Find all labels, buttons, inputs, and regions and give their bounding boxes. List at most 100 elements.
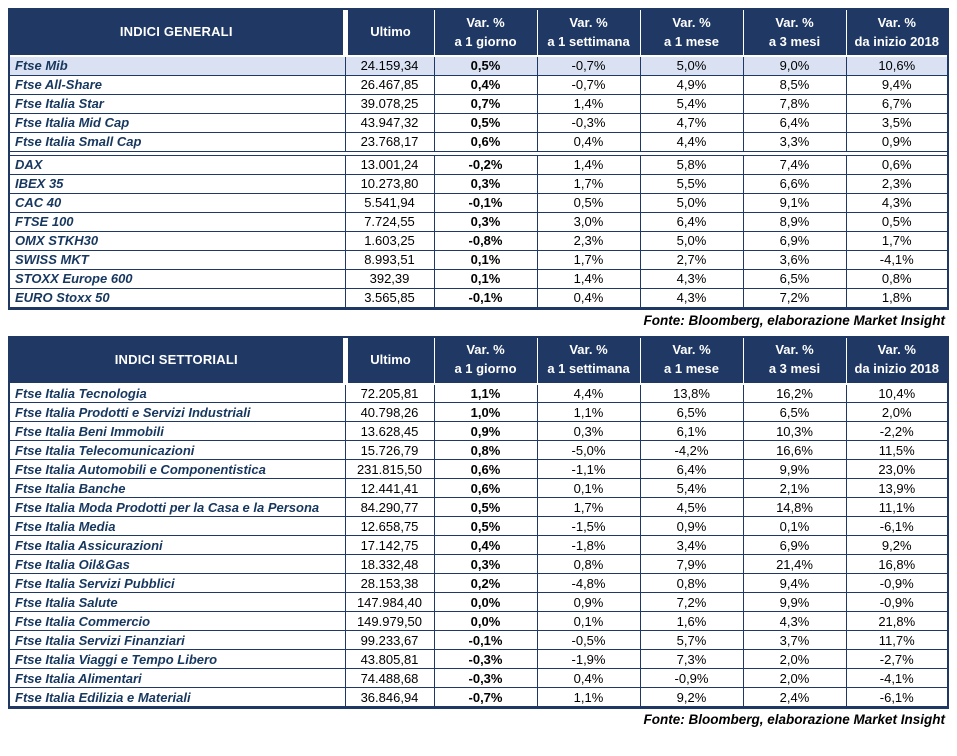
index-name: SWISS MKT bbox=[10, 249, 346, 270]
var-value: -0,9% bbox=[845, 592, 947, 612]
var-value: 2,0% bbox=[742, 668, 847, 688]
var-value: 6,5% bbox=[742, 402, 847, 422]
ultimo-value: 74.488,68 bbox=[344, 668, 435, 688]
var-value: 13,9% bbox=[845, 478, 947, 498]
var-value: 5,0% bbox=[639, 55, 744, 76]
var-value: 0,3% bbox=[433, 554, 538, 574]
var-value: 9,1% bbox=[742, 192, 847, 213]
var-value: 4,3% bbox=[639, 268, 744, 289]
ultimo-value: 8.993,51 bbox=[344, 249, 435, 270]
var-value: -0,5% bbox=[536, 630, 641, 650]
index-name: Ftse Italia Commercio bbox=[10, 611, 346, 631]
ultimo-value: 72.205,81 bbox=[344, 383, 435, 403]
ultimo-value: 18.332,48 bbox=[344, 554, 435, 574]
var-value: 4,9% bbox=[639, 74, 744, 95]
ultimo-value: 23.768,17 bbox=[344, 131, 435, 152]
var-value: 21,8% bbox=[845, 611, 947, 631]
var-value: 7,8% bbox=[742, 93, 847, 114]
ultimo-value: 13.628,45 bbox=[344, 421, 435, 441]
table-row: CAC 40 5.541,94 -0,1% 0,5% 5,0% 9,1% 4,3% bbox=[10, 192, 947, 213]
var-value: 6,5% bbox=[742, 268, 847, 289]
var-value: 1,1% bbox=[536, 402, 641, 422]
var-value: 23,0% bbox=[845, 459, 947, 479]
table-row: Ftse Italia Media 12.658,75 0,5% -1,5% 0,9% 0… bbox=[10, 516, 947, 536]
var-value: -4,1% bbox=[845, 668, 947, 688]
var-value: 4,7% bbox=[639, 112, 744, 133]
ultimo-value: 26.467,85 bbox=[344, 74, 435, 95]
var-value: 8,9% bbox=[742, 211, 847, 232]
var-value: 1,7% bbox=[536, 173, 641, 194]
var-value: 14,8% bbox=[742, 497, 847, 517]
var-value: -0,9% bbox=[845, 573, 947, 593]
table-row: Ftse Italia Tecnologia 72.205,81 1,1% 4,4% 1… bbox=[10, 383, 947, 403]
var-value: -6,1% bbox=[845, 516, 947, 536]
index-name: CAC 40 bbox=[10, 192, 346, 213]
table-row: Ftse Italia Commercio 149.979,50 0,0% 0,1% 1… bbox=[10, 611, 947, 631]
var-value: 0,9% bbox=[433, 421, 538, 441]
var-value: 0,6% bbox=[433, 478, 538, 498]
column-header-var-1-mese: Var. % a 1 mese bbox=[639, 10, 743, 57]
table-row: Ftse Italia Edilizia e Materiali 36.846,9… bbox=[10, 687, 947, 707]
column-header-var-inizio-2018: Var. % da inizio 2018 bbox=[845, 337, 947, 385]
var-value: 0,1% bbox=[433, 249, 538, 270]
var-value: 7,9% bbox=[639, 554, 744, 574]
index-name: STOXX Europe 600 bbox=[10, 268, 346, 289]
ultimo-value: 28.153,38 bbox=[344, 573, 435, 593]
table-row: Ftse Italia Automobili e Componentistica… bbox=[10, 459, 947, 479]
index-name: Ftse Italia Mid Cap bbox=[10, 112, 346, 133]
var-value: 7,2% bbox=[742, 287, 847, 308]
var-value: 9,2% bbox=[639, 687, 744, 707]
var-value: 2,7% bbox=[639, 249, 744, 270]
table-row: Ftse Italia Telecomunicazioni 15.726,79 0,… bbox=[10, 440, 947, 460]
column-header-var-inizio-2018: Var. % da inizio 2018 bbox=[845, 10, 947, 57]
ultimo-value: 149.979,50 bbox=[344, 611, 435, 631]
var-value: -1,5% bbox=[536, 516, 641, 536]
table-row: OMX STKH30 1.603,25 -0,8% 2,3% 5,0% 6,9% 1,7% bbox=[10, 230, 947, 251]
var-value: 16,6% bbox=[742, 440, 847, 460]
var-value: 6,4% bbox=[742, 112, 847, 133]
var-value: 0,4% bbox=[433, 74, 538, 95]
ultimo-value: 5.541,94 bbox=[344, 192, 435, 213]
var-value: 16,8% bbox=[845, 554, 947, 574]
var-value: 0,5% bbox=[536, 192, 641, 213]
var-value: 0,4% bbox=[536, 131, 641, 152]
index-name: Ftse Italia Small Cap bbox=[10, 131, 346, 152]
index-name: Ftse Italia Edilizia e Materiali bbox=[10, 687, 346, 707]
table-row: Ftse Italia Viaggi e Tempo Libero 43.805,… bbox=[10, 649, 947, 669]
ultimo-value: 10.273,80 bbox=[344, 173, 435, 194]
var-value: 0,0% bbox=[433, 611, 538, 631]
var-value: 4,4% bbox=[639, 131, 744, 152]
var-value: 0,5% bbox=[433, 516, 538, 536]
ultimo-value: 99.233,67 bbox=[344, 630, 435, 650]
ultimo-value: 147.984,40 bbox=[344, 592, 435, 612]
var-value: 0,6% bbox=[845, 154, 947, 175]
table-row: FTSE 100 7.724,55 0,3% 3,0% 6,4% 8,9% 0,5% bbox=[10, 211, 947, 232]
var-value: -0,9% bbox=[639, 668, 744, 688]
var-value: 3,5% bbox=[845, 112, 947, 133]
var-value: 7,2% bbox=[639, 592, 744, 612]
index-name: Ftse Italia Tecnologia bbox=[10, 383, 346, 403]
column-header-var-1-giorno: Var. % a 1 giorno bbox=[433, 10, 537, 57]
var-value: -1,1% bbox=[536, 459, 641, 479]
table-row: Ftse All-Share 26.467,85 0,4% -0,7% 4,9% 8,5%… bbox=[10, 74, 947, 95]
var-value: 0,6% bbox=[433, 459, 538, 479]
ultimo-value: 43.947,32 bbox=[344, 112, 435, 133]
var-value: 0,9% bbox=[845, 131, 947, 152]
var-value: 0,1% bbox=[536, 478, 641, 498]
var-value: 0,8% bbox=[845, 268, 947, 289]
ultimo-value: 40.798,26 bbox=[344, 402, 435, 422]
var-value: -0,7% bbox=[536, 55, 641, 76]
general-table-header: INDICI GENERALI Ultimo Var. % a 1 giorno … bbox=[10, 10, 947, 57]
table-row: EURO Stoxx 50 3.565,85 -0,1% 0,4% 4,3% 7,2% 1,… bbox=[10, 287, 947, 308]
var-value: -4,8% bbox=[536, 573, 641, 593]
var-value: 6,4% bbox=[639, 459, 744, 479]
var-value: 0,9% bbox=[639, 516, 744, 536]
var-value: 1,1% bbox=[433, 383, 538, 403]
var-value: 6,6% bbox=[742, 173, 847, 194]
var-value: 2,3% bbox=[536, 230, 641, 251]
general-indices-table: INDICI GENERALI Ultimo Var. % a 1 giorno … bbox=[8, 8, 949, 310]
var-value: 8,5% bbox=[742, 74, 847, 95]
var-value: 0,8% bbox=[639, 573, 744, 593]
var-value: 9,9% bbox=[742, 459, 847, 479]
index-name: Ftse Italia Beni Immobili bbox=[10, 421, 346, 441]
